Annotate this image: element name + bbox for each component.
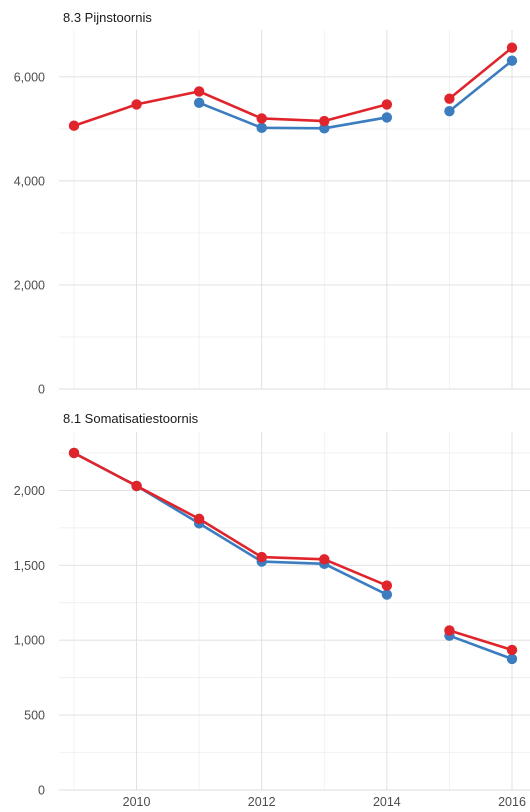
series-0 <box>193 55 518 134</box>
y-tick-label: 0 <box>38 784 45 798</box>
series-1 <box>68 42 518 131</box>
data-point <box>256 551 267 563</box>
x-axis: 2010 2012 2014 2016 <box>123 795 526 809</box>
y-tick-label: 500 <box>24 709 45 723</box>
data-point <box>506 55 518 66</box>
data-point <box>256 122 267 134</box>
series-line <box>448 59 513 113</box>
y-tick-label: 2,000 <box>14 278 45 292</box>
y-tick-label: 0 <box>38 383 45 397</box>
data-point <box>381 580 393 591</box>
data-point <box>319 554 330 565</box>
x-tick-label: 2014 <box>373 795 401 809</box>
y-tick-label: 1,000 <box>14 634 45 648</box>
y-tick-label: 4,000 <box>14 174 45 188</box>
data-point <box>381 589 393 600</box>
data-point <box>256 113 267 124</box>
series-line <box>73 451 388 587</box>
y-tick-label: 1,500 <box>14 559 45 573</box>
panel-title: 8.1 Somatisatiestoornis <box>63 411 199 426</box>
data-point <box>381 99 393 110</box>
data-point <box>319 123 330 134</box>
data-point <box>444 93 455 104</box>
x-tick-label: 2012 <box>248 795 276 809</box>
data-point <box>319 115 330 127</box>
series-line <box>73 451 388 596</box>
panel-somatisatiestoornis: 8.1 Somatisatiestoornis 0 500 1,000 1,500 2,… <box>14 411 530 798</box>
data-point <box>68 447 80 459</box>
y-tick-label: 2,000 <box>14 484 45 498</box>
data-point <box>444 105 455 117</box>
series-line <box>73 90 388 127</box>
data-point <box>131 480 142 492</box>
panel-title: 8.3 Pijnstoornis <box>63 10 152 25</box>
panel-pijnstoornis: 8.3 Pijnstoornis 0 2,000 4,000 6,000 <box>14 10 530 397</box>
data-point <box>68 120 80 131</box>
data-point <box>131 99 142 110</box>
x-tick-label: 2016 <box>498 795 526 809</box>
data-point <box>193 513 205 525</box>
data-point <box>506 644 518 656</box>
data-point <box>506 653 518 665</box>
data-point <box>193 86 205 97</box>
series-line <box>448 46 513 100</box>
gridlines <box>59 432 530 791</box>
y-tick-label: 6,000 <box>14 70 45 84</box>
data-point <box>506 42 518 53</box>
data-point <box>193 97 205 109</box>
series-line <box>198 101 388 130</box>
x-tick-label: 2010 <box>123 795 151 809</box>
gridlines <box>59 30 530 390</box>
data-point <box>444 625 455 636</box>
data-point <box>381 112 393 123</box>
series-line <box>448 634 513 661</box>
series-1 <box>68 447 518 656</box>
series-line <box>449 629 513 652</box>
